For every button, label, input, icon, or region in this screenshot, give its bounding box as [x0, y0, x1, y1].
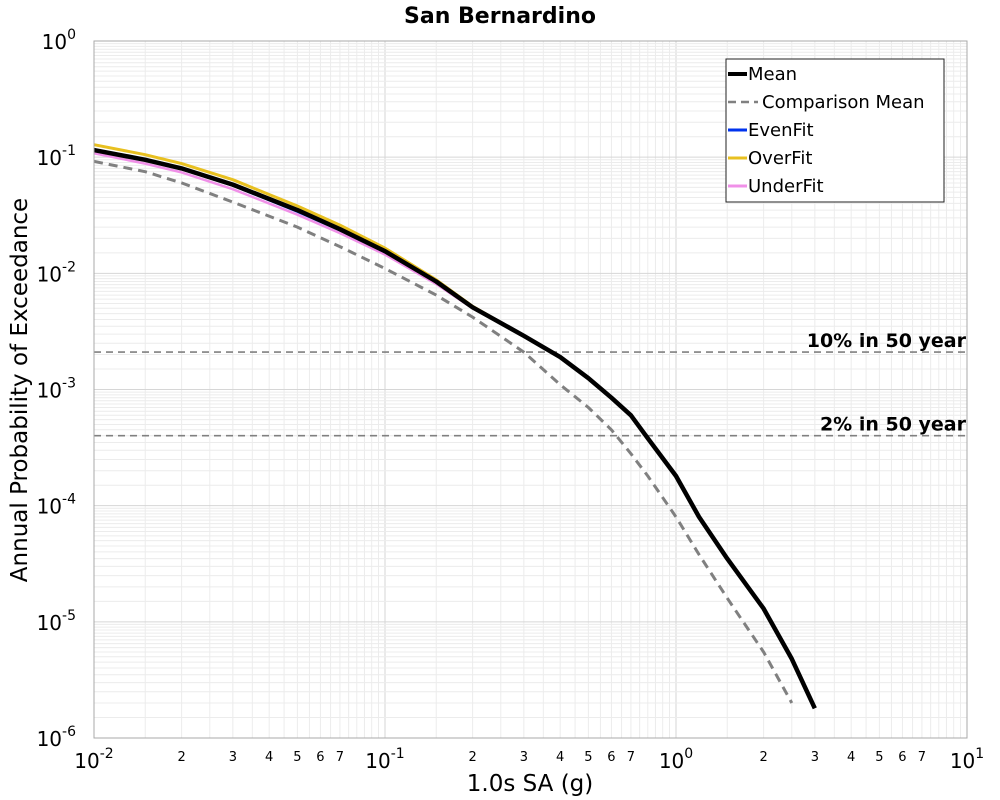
x-minor-tick-label: 6: [898, 750, 906, 765]
chart-title: San Bernardino: [404, 4, 596, 29]
series-line-comparison-mean: [93, 159, 794, 704]
x-minor-tick-label: 3: [811, 750, 819, 765]
x-minor-tick-label: 7: [627, 750, 635, 765]
x-minor-tick-label: 3: [229, 750, 237, 765]
x-minor-tick-label: 7: [336, 750, 344, 765]
legend-label-overfit: OverFit: [748, 148, 812, 169]
legend-label-underfit: UnderFit: [748, 176, 824, 197]
plot-frame: [93, 40, 968, 739]
series-line-mean: [93, 147, 817, 710]
x-minor-tick-label: 2: [759, 750, 767, 765]
reference-line-label-1: 10% in 50 year: [807, 330, 967, 352]
legend-label-evenfit: EvenFit: [748, 120, 814, 141]
x-minor-tick-label: 3: [520, 750, 528, 765]
legend: Mean Comparison Mean EvenFit OverFit UnderFi…: [725, 58, 945, 203]
x-minor-tick-label: 2: [468, 750, 476, 765]
x-minor-tick-label: 2: [177, 750, 185, 765]
x-minor-tick-label: 5: [293, 750, 301, 765]
legend-box: [725, 58, 945, 203]
x-axis-label: 1.0s SA (g): [467, 771, 594, 797]
x-minor-tick-label: 5: [875, 750, 883, 765]
x-minor-tick-label: 4: [265, 750, 273, 765]
reference-line-label-2: 2% in 50 year: [820, 414, 967, 436]
x-minor-tick-label: 6: [607, 750, 615, 765]
y-tick-label: 10-1: [37, 143, 76, 170]
reference-lines: 10% in 50 year 2% in 50 year: [94, 330, 967, 437]
x-minor-tick-label: 7: [918, 750, 926, 765]
y-tick-label: 10-5: [37, 608, 76, 635]
x-minor-tick-label: 4: [556, 750, 564, 765]
x-minor-tick-label: 4: [847, 750, 855, 765]
y-axis-label: Annual Probability of Exceedance: [7, 198, 33, 582]
x-minor-tick-label: 5: [584, 750, 592, 765]
x-minor-tick-label: 6: [316, 750, 324, 765]
series-lines: [93, 143, 817, 710]
legend-label-mean: Mean: [748, 64, 797, 85]
legend-label-comparison-mean: Comparison Mean: [762, 92, 925, 113]
